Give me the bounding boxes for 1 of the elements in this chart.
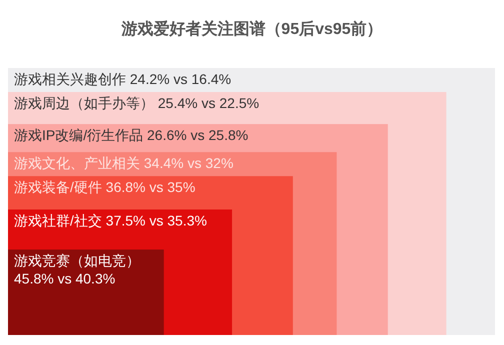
text: 游戏爱好者关注图谱（95后vs95前） (120, 20, 383, 38)
